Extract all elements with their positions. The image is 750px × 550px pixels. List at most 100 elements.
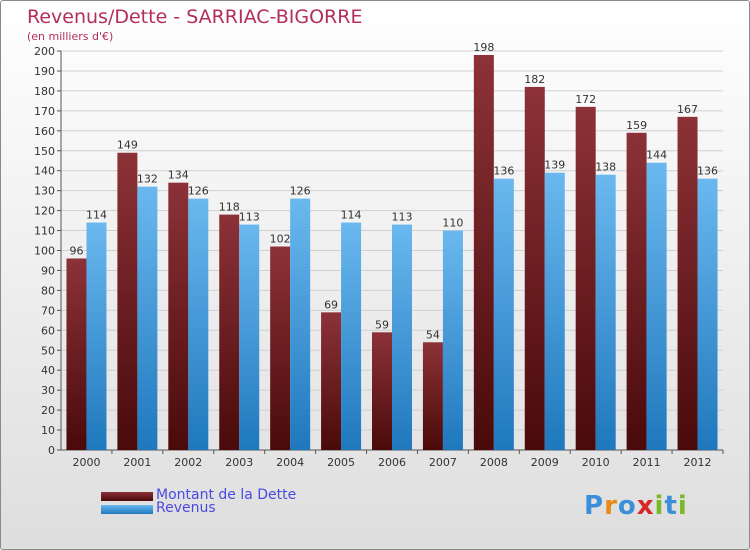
x-tick-label: 2005 (327, 456, 355, 469)
bar-debt (270, 246, 291, 450)
bar-debt (321, 312, 342, 450)
data-label-debt: 134 (168, 169, 189, 182)
y-tick-label: 150 (34, 145, 55, 158)
y-tick-label: 20 (41, 404, 55, 417)
data-label-revenue: 136 (697, 165, 718, 178)
y-tick-label: 100 (34, 245, 55, 258)
bar-debt (473, 54, 494, 451)
logo-letter: P (584, 491, 605, 521)
legend-swatch-revenue (101, 505, 153, 514)
bar-revenue (442, 230, 463, 450)
bar-revenue (341, 222, 362, 450)
x-tick-label: 2010 (582, 456, 610, 469)
y-tick-label: 130 (34, 185, 55, 198)
data-label-revenue: 136 (493, 165, 514, 178)
bar-revenue (86, 222, 107, 450)
bars (66, 54, 718, 451)
data-label-revenue: 110 (442, 217, 463, 230)
bar-debt (575, 106, 596, 451)
bar-debt (626, 132, 647, 451)
x-tick-label: 2002 (174, 456, 202, 469)
bar-revenue (544, 172, 565, 450)
bar-debt (677, 116, 698, 451)
chart-subtitle: (en milliers d'€) (27, 30, 114, 43)
data-label-debt: 59 (375, 318, 389, 331)
data-label-revenue: 132 (137, 173, 158, 186)
data-label-revenue: 114 (341, 209, 362, 222)
y-tick-label: 110 (34, 225, 55, 238)
data-label-revenue: 113 (392, 211, 413, 224)
y-tick-label: 70 (41, 304, 55, 317)
x-tick-label: 2000 (72, 456, 100, 469)
bar-revenue (595, 174, 616, 450)
bar-debt (219, 214, 240, 450)
x-tick-label: 2011 (633, 456, 661, 469)
data-label-revenue: 114 (86, 209, 107, 222)
x-tick-label: 2004 (276, 456, 304, 469)
chart-title: Revenus/Dette - SARRIAC-BIGORRE (27, 6, 363, 28)
y-tick-label: 160 (34, 125, 55, 138)
bar-revenue (646, 162, 667, 450)
logo-letter: o (617, 491, 637, 521)
y-tick-label: 80 (41, 284, 55, 297)
data-label-revenue: 139 (544, 159, 565, 172)
data-label-revenue: 138 (595, 161, 616, 174)
data-label-debt: 96 (69, 244, 83, 257)
bar-revenue (697, 178, 718, 450)
bar-revenue (239, 224, 260, 450)
y-tick-label: 180 (34, 85, 55, 98)
logo-letter: t (664, 491, 678, 521)
x-tick-label: 2001 (123, 456, 151, 469)
data-label-debt: 118 (219, 201, 240, 214)
bar-revenue (392, 224, 412, 450)
logo-letter: r (604, 491, 618, 521)
y-tick-label: 60 (41, 324, 55, 337)
y-tick-label: 120 (34, 205, 55, 218)
logo-letter: x (636, 491, 655, 521)
data-label-debt: 159 (626, 119, 647, 132)
bar-revenue (290, 198, 311, 450)
bar-debt (372, 332, 392, 450)
data-label-revenue: 113 (239, 211, 260, 224)
bar-revenue (493, 178, 514, 450)
data-label-debt: 149 (117, 139, 138, 152)
x-tick-label: 2003 (225, 456, 253, 469)
x-tick-label: 2006 (378, 456, 406, 469)
x-tick-label: 2012 (684, 456, 712, 469)
logo-letter: i (677, 491, 688, 521)
y-tick-label: 30 (41, 384, 55, 397)
data-label-debt: 54 (426, 328, 440, 341)
y-tick-label: 170 (34, 105, 55, 118)
bar-debt (66, 258, 87, 450)
x-tick-label: 2007 (429, 456, 457, 469)
x-tick-label: 2009 (531, 456, 559, 469)
logo-letter: i (654, 491, 665, 521)
data-label-debt: 167 (677, 103, 698, 116)
bar-debt (524, 86, 545, 450)
bar-debt (168, 182, 189, 451)
data-label-revenue: 144 (646, 149, 667, 162)
data-label-debt: 182 (524, 73, 545, 86)
legend-swatch-debt (101, 492, 153, 501)
y-tick-label: 200 (34, 45, 55, 58)
data-label-revenue: 126 (290, 185, 311, 198)
data-label-debt: 198 (473, 41, 494, 54)
data-label-debt: 172 (575, 93, 596, 106)
data-label-revenue: 126 (188, 185, 209, 198)
data-label-debt: 69 (324, 298, 338, 311)
y-tick-label: 40 (41, 364, 55, 377)
legend-label-revenue: Revenus (156, 500, 216, 516)
data-label-debt: 102 (270, 233, 291, 246)
bar-debt (117, 152, 138, 450)
y-tick-label: 0 (48, 444, 55, 457)
bar-revenue (137, 186, 158, 450)
x-tick-label: 2008 (480, 456, 508, 469)
proxiti-logo: Proxiti (584, 491, 688, 521)
y-tick-label: 190 (34, 65, 55, 78)
y-tick-label: 90 (41, 264, 55, 277)
bar-debt (422, 342, 443, 450)
y-tick-label: 10 (41, 424, 55, 437)
